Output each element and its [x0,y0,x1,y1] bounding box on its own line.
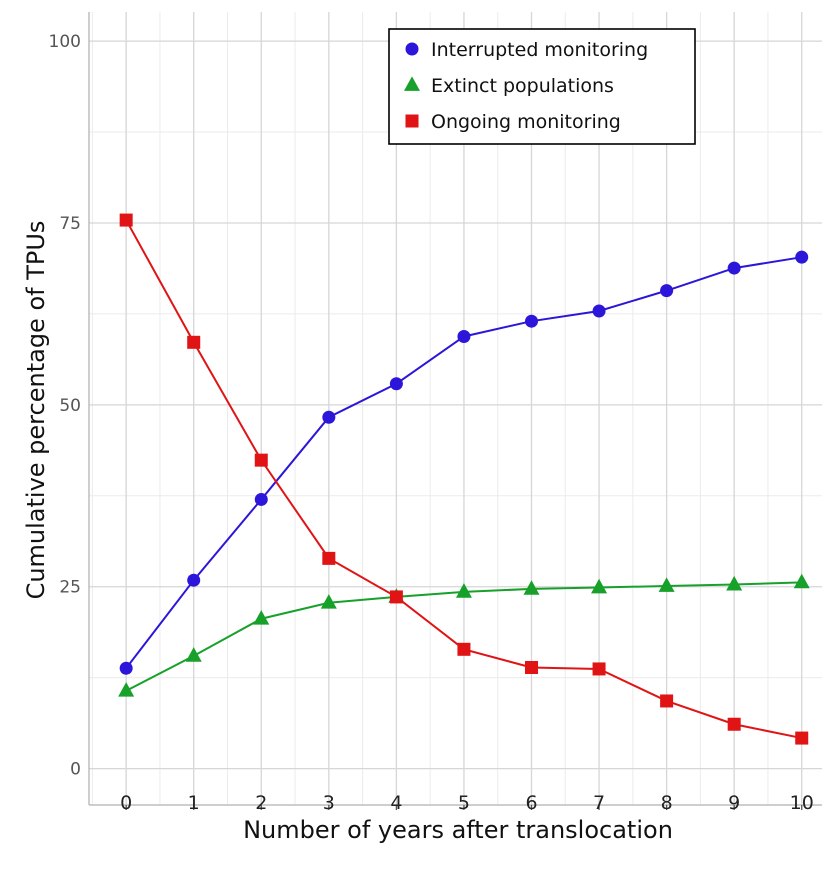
point-ongoing-monitoring [795,731,809,745]
point-ongoing-monitoring [389,590,403,604]
point-ongoing-monitoring [322,551,336,565]
point-interrupted-monitoring [457,329,471,343]
point-extinct-populations [726,575,743,591]
legend-label-extinct-populations: Extinct populations [431,75,614,97]
point-ongoing-monitoring [592,662,606,676]
x-tick-label: 7 [593,792,605,814]
y-tick-label: 75 [59,214,81,234]
x-axis-title: Number of years after translocation [243,816,673,844]
point-ongoing-monitoring [254,453,268,467]
point-extinct-populations [591,578,608,594]
point-ongoing-monitoring [457,642,471,656]
point-interrupted-monitoring [795,250,809,264]
y-tick-labels: 0 25 50 75 100 [49,32,81,780]
x-tick-label: 9 [728,792,740,814]
legend-marker-ongoing-monitoring [405,114,419,128]
point-interrupted-monitoring [322,410,336,424]
y-tick-label: 25 [59,578,81,598]
y-axis-title: Cumulative percentage of TPUs [22,221,50,600]
x-tick-label: 6 [525,792,537,814]
legend-label-ongoing-monitoring: Ongoing monitoring [431,111,621,133]
axes [88,12,822,810]
x-tick-label: 5 [458,792,470,814]
y-tick-label: 0 [70,760,81,780]
point-extinct-populations [320,594,337,609]
x-tick-label: 1 [188,792,200,814]
x-tick-label: 2 [255,792,267,814]
legend: Interrupted monitoring Extinct population… [388,28,696,145]
point-interrupted-monitoring [254,492,268,506]
point-ongoing-monitoring [660,694,674,708]
legend-marker-extinct-populations [404,76,420,91]
point-ongoing-monitoring [119,213,133,227]
point-extinct-populations [523,580,540,595]
legend-label-interrupted-monitoring: Interrupted monitoring [431,39,648,61]
point-interrupted-monitoring [592,304,606,318]
point-interrupted-monitoring [187,573,201,587]
point-extinct-populations [118,682,135,697]
y-tick-label: 100 [49,32,81,52]
series-ongoing-monitoring [119,213,809,745]
x-tick-label: 4 [390,792,402,814]
point-ongoing-monitoring [525,660,539,674]
point-extinct-populations [455,583,472,598]
point-interrupted-monitoring [525,314,539,328]
series [118,213,810,745]
x-tick-label: 10 [790,792,814,814]
point-interrupted-monitoring [727,261,741,275]
y-tick-label: 50 [59,396,81,416]
point-interrupted-monitoring [389,377,403,391]
x-tick-labels: 0 1 2 3 4 5 6 7 8 9 10 [120,792,814,814]
point-interrupted-monitoring [119,661,133,675]
series-extinct-populations [118,573,810,697]
point-extinct-populations [253,610,270,625]
legend-marker-interrupted-monitoring [405,42,419,56]
point-extinct-populations [658,577,675,592]
point-ongoing-monitoring [727,717,741,731]
point-interrupted-monitoring [660,284,674,298]
legend-box [388,28,696,145]
x-tick-label: 3 [323,792,335,814]
series-interrupted-monitoring [119,250,809,675]
x-tick-label: 0 [120,792,132,814]
x-tick-label: 8 [661,792,673,814]
point-extinct-populations [793,573,810,589]
point-ongoing-monitoring [187,335,201,349]
point-extinct-populations [185,647,202,662]
